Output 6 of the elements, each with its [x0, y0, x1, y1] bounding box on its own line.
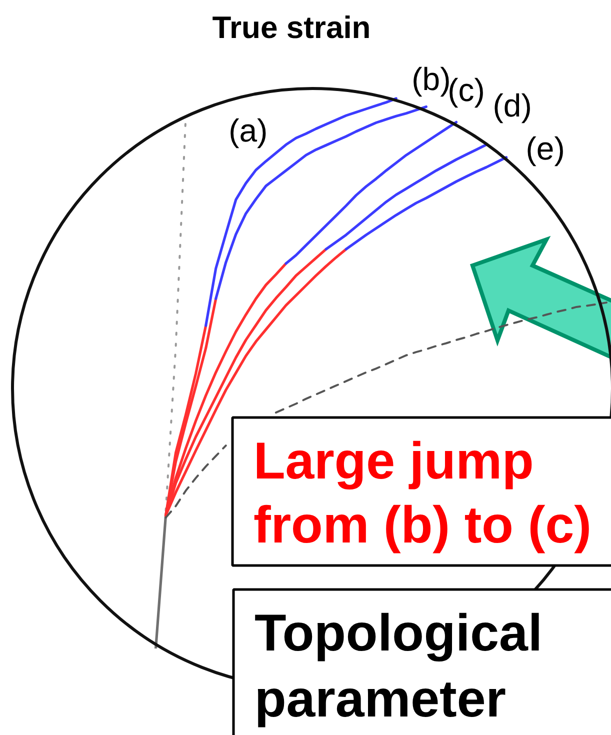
series-label: (e): [526, 130, 565, 166]
series-label: (a): [228, 112, 268, 148]
series-label: (d): [492, 88, 532, 124]
y-axis-title: True strain: [212, 10, 371, 45]
x-axis-title: Topological parameter: [254, 604, 542, 728]
annotation: Large jump from (b) to (c): [254, 432, 592, 554]
